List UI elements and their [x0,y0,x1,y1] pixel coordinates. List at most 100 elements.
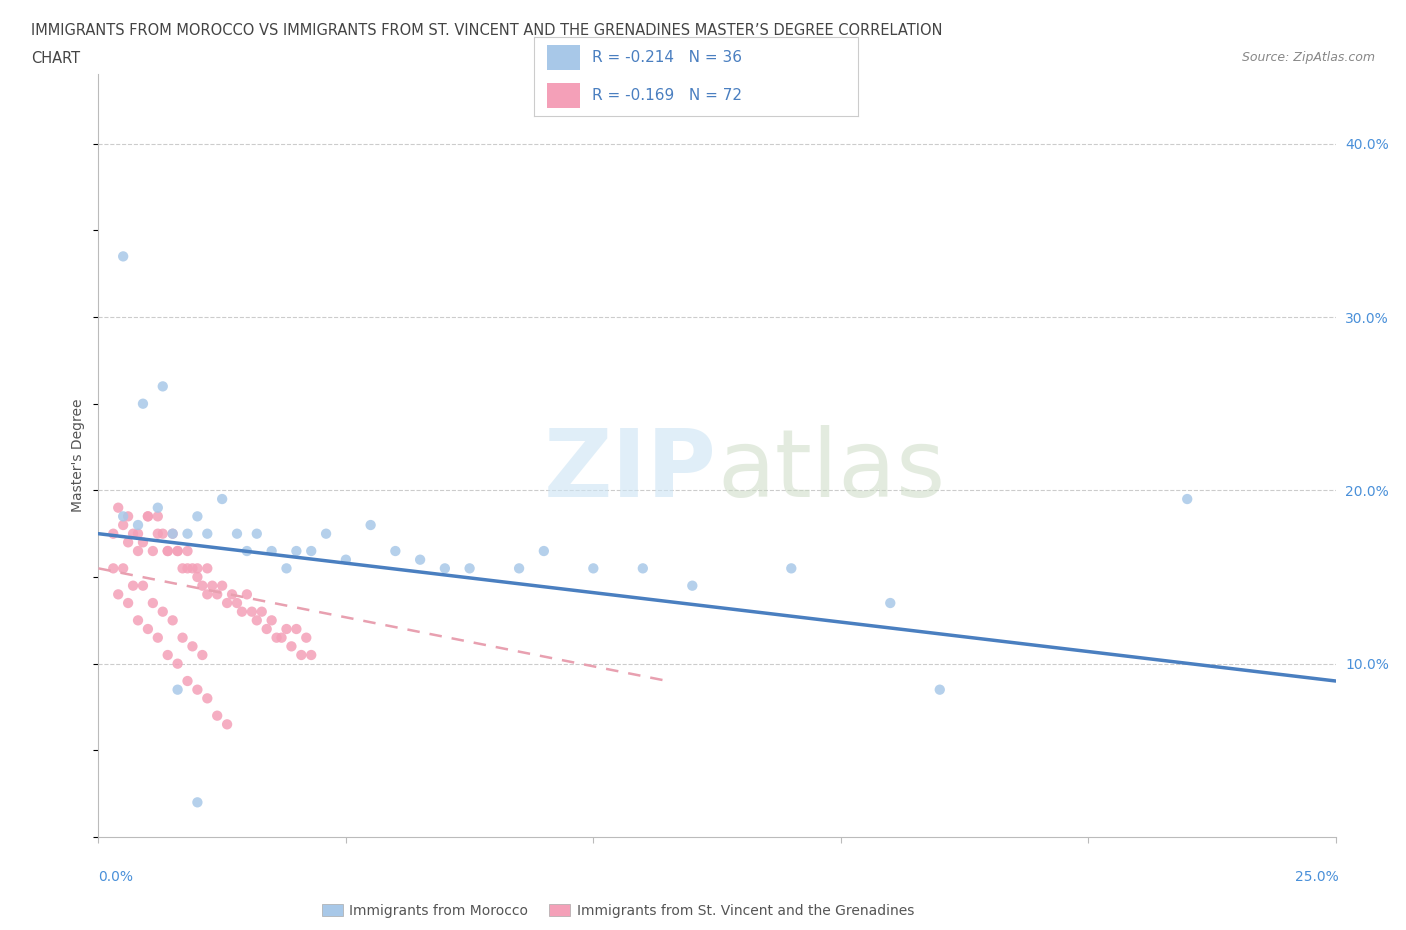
Point [260,613,283,628]
Point [156,647,179,662]
Point [117,595,139,610]
Point [240,604,263,619]
Point [136,621,159,636]
Point [195,691,218,706]
Point [780,561,803,576]
Text: ZIP: ZIP [544,425,717,517]
Point [186,561,208,576]
Point [122,578,145,593]
Point [103,526,125,541]
Point [433,561,456,576]
Point [191,647,214,662]
Point [166,683,188,698]
Point [582,561,605,576]
Point [172,561,194,576]
Point [250,604,273,619]
Text: R = -0.169   N = 72: R = -0.169 N = 72 [592,88,742,103]
Point [195,587,218,602]
Point [211,492,233,507]
Text: 0.0%: 0.0% [98,870,134,884]
Bar [547,83,579,109]
Point [201,578,224,593]
Point [103,561,125,576]
Point [315,526,337,541]
Point [156,544,179,559]
Point [132,535,155,550]
Point [458,561,481,576]
Point [176,544,198,559]
Point [176,526,198,541]
Point [156,544,179,559]
Point [162,526,184,541]
Point [360,518,382,533]
Point [246,526,269,541]
Point [226,526,249,541]
Point [107,587,129,602]
Point [928,683,950,698]
Point [299,544,322,559]
Point [112,518,135,533]
Point [166,544,188,559]
Point [276,561,298,576]
Point [335,552,357,567]
Point [166,544,188,559]
Point [117,509,139,524]
Point [211,578,233,593]
Point [205,709,228,724]
Point [162,613,184,628]
Point [142,544,165,559]
Point [122,526,145,541]
Point [112,249,135,264]
Point [152,604,174,619]
Point [112,561,135,576]
Point [152,379,174,393]
Point [1175,492,1198,507]
Point [127,518,149,533]
Point [217,717,239,732]
Point [195,561,218,576]
Point [217,595,239,610]
Point [285,544,308,559]
Point [246,613,269,628]
Point [186,683,208,698]
Point [172,631,194,645]
Point [266,631,288,645]
Point [176,561,198,576]
Point [162,526,184,541]
Point [142,595,165,610]
Text: CHART: CHART [31,51,80,66]
Y-axis label: Master's Degree: Master's Degree [72,399,86,512]
Point [112,509,135,524]
Point [631,561,654,576]
Point [186,795,208,810]
Point [205,587,228,602]
Text: atlas: atlas [717,425,945,517]
Legend: Immigrants from Morocco, Immigrants from St. Vincent and the Grenadines: Immigrants from Morocco, Immigrants from… [322,904,914,918]
Point [280,639,302,654]
Point [236,544,259,559]
Point [107,500,129,515]
Point [409,552,432,567]
Text: IMMIGRANTS FROM MOROCCO VS IMMIGRANTS FROM ST. VINCENT AND THE GRENADINES MASTER: IMMIGRANTS FROM MOROCCO VS IMMIGRANTS FR… [31,23,942,38]
Point [256,621,278,636]
Text: R = -0.214   N = 36: R = -0.214 N = 36 [592,50,742,65]
Point [176,673,198,688]
Point [295,631,318,645]
Point [226,595,249,610]
Point [132,396,155,411]
Point [127,544,149,559]
Point [270,631,292,645]
Bar [547,46,579,71]
Point [146,526,169,541]
Point [681,578,703,593]
Point [136,509,159,524]
Text: Source: ZipAtlas.com: Source: ZipAtlas.com [1241,51,1375,64]
Point [508,561,530,576]
Point [181,639,204,654]
Point [186,569,208,584]
Text: 25.0%: 25.0% [1295,870,1339,884]
Point [231,604,253,619]
Point [146,509,169,524]
Point [276,621,298,636]
Point [290,647,312,662]
